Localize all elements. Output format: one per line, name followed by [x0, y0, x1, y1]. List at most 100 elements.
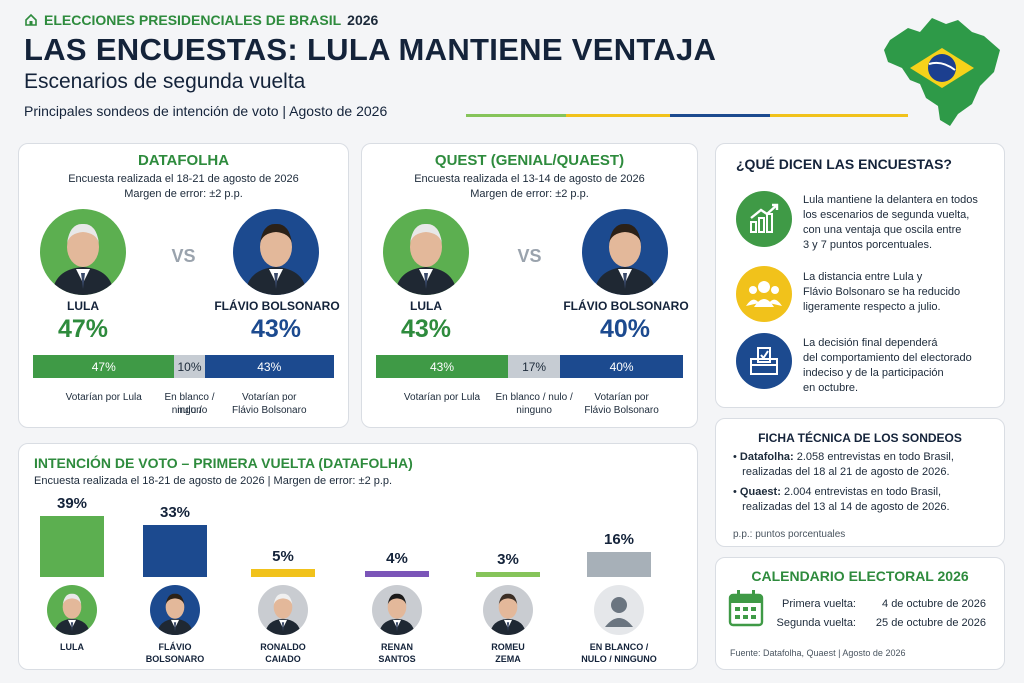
first-round-card	[18, 443, 698, 670]
candidate-name: FLÁVIO BOLSONARO	[563, 299, 689, 313]
legend-lula: Votarían por Lula	[403, 392, 481, 403]
candidate-pct: 40%	[599, 315, 651, 343]
chart-category-label: RENAN SANTOS	[342, 641, 452, 665]
ficha-item: • Datafolha: 2.058 entrevistas en todo B…	[733, 451, 954, 478]
ficha-item-bold: Quaest:	[739, 486, 781, 498]
bolsonaro-photo	[233, 209, 319, 295]
summary-line: Flávio Bolsonaro se ha reducido	[803, 286, 961, 298]
header-kicker-year: 2026	[347, 12, 379, 28]
page-subline: Principales sondeos de intención de voto…	[24, 103, 388, 119]
chart-avatar	[258, 585, 308, 635]
avatar-lula	[383, 209, 469, 295]
legend-bolsonaro: Flávio Bolsonaro	[232, 405, 307, 416]
summary-line: con una ventaja que oscila entre	[803, 224, 962, 236]
candidate-photo	[372, 585, 422, 635]
ficha-title: FICHA TÉCNICA DE LOS SONDEOS	[758, 431, 962, 445]
ballot-box-icon	[736, 333, 792, 389]
chart-avatar	[372, 585, 422, 635]
poll-margin: Margen de error: ±2 p.p.	[124, 188, 243, 200]
poll-dates: Encuesta realizada el 13-14 de agosto de…	[414, 173, 645, 185]
chart-category-label: ROMEU ZEMA	[453, 641, 563, 665]
summary-line: La decisión final dependerá	[803, 337, 938, 349]
header-kicker: ELECCIONES PRESIDENCIALES DE BRASIL 2026	[24, 12, 378, 28]
legend-blank: ninguno	[516, 405, 552, 416]
chart-category-line: FLÁVIO	[158, 642, 192, 652]
chart-avatar	[483, 585, 533, 635]
poll-title: DATAFOLHA	[137, 152, 230, 169]
ficha-item-bold: Datafolha:	[739, 451, 794, 463]
stripe-yellow-2	[770, 114, 908, 117]
chart-category-line: ZEMA	[495, 654, 521, 664]
chart-category-line: NULO / NINGUNO	[581, 654, 657, 664]
bar-segment-bolsonaro: 40%	[560, 355, 683, 378]
summary-line: del comportamiento del electorado	[803, 352, 972, 364]
candidate-photo	[47, 585, 97, 635]
chart-value-label: 5%	[272, 548, 294, 566]
chart-bar	[365, 570, 429, 577]
page-title: LAS ENCUESTAS: LULA MANTIENE VENTAJA	[24, 32, 717, 67]
poll-title: QUEST (GENIAL/QUAEST)	[434, 152, 625, 169]
summary-line: ligeramente respecto a julio.	[803, 301, 941, 313]
bar-segment-blank: 10%	[174, 355, 205, 378]
legend-blank: ninguno	[171, 405, 208, 416]
summary-text: La decisión final dependerá del comportam…	[803, 336, 998, 396]
calendar-date: 4 de octubre de 2026	[882, 598, 986, 610]
poll-dates: Encuesta realizada el 18-21 de agosto de…	[68, 173, 299, 185]
candidate-photo	[483, 585, 533, 635]
summary-text: Lula mantiene la delantera en todos los e…	[803, 193, 998, 253]
chart-bar	[40, 515, 104, 577]
chart-avatar	[150, 585, 200, 635]
summary-line: La distancia entre Lula y	[803, 271, 923, 283]
chart-category-label: LULA	[17, 641, 127, 653]
chart-category-line: LULA	[60, 642, 84, 652]
summary-line: los escenarios de segunda vuelta,	[803, 209, 970, 221]
chart-category-line: RONALDO	[260, 642, 306, 652]
bar-segment-lula: 47%	[33, 355, 175, 378]
calendar-icon	[728, 590, 764, 627]
bolsonaro-photo	[582, 209, 668, 295]
summary-line: 3 y 7 puntos porcentuales.	[803, 239, 933, 251]
legend-lula: Votarían por Lula	[65, 392, 142, 403]
lula-photo	[383, 209, 469, 295]
bar-segment-bolsonaro: 43%	[204, 355, 334, 378]
ficha-item-line: 2.004 entrevistas en todo Brasil,	[780, 486, 942, 498]
stacked-bar: 43% 17% 40%	[376, 355, 683, 378]
avatar-bolsonaro	[233, 209, 319, 295]
chart-category-line: CAIADO	[265, 654, 301, 664]
legend-blank: En blanco / nulo /	[495, 392, 573, 403]
chart-category-label: RONALDO CAIADO	[228, 641, 338, 665]
chart-up-icon	[736, 191, 792, 247]
stripe-green	[466, 114, 566, 117]
chart-bar	[143, 525, 207, 577]
stripe-yellow	[566, 114, 670, 117]
calendar-label: Primera vuelta:	[782, 598, 856, 610]
chart-category-label: FLÁVIO BOLSONARO	[120, 641, 230, 665]
candidate-photo	[150, 585, 200, 635]
ficha-item-line: realizadas del 18 al 21 de agosto de 202…	[742, 466, 950, 478]
home-icon	[25, 13, 37, 26]
lula-photo	[40, 209, 126, 295]
summary-line: Lula mantiene la delantera en todos	[803, 194, 978, 206]
chart-category-line: EN BLANCO /	[589, 642, 649, 652]
summary-text: La distancia entre Lula y Flávio Bolsonar…	[803, 270, 998, 315]
chart-avatar	[47, 585, 97, 635]
chart-category-line: RENAN	[380, 642, 413, 652]
page-subtitle: Escenarios de segunda vuelta	[24, 70, 306, 93]
calendar-title: CALENDARIO ELECTORAL 2026	[751, 568, 969, 584]
candidate-pct: 47%	[57, 315, 109, 343]
stripe-blue	[670, 114, 770, 117]
ficha-item: • Quaest: 2.004 entrevistas en todo Bras…	[733, 486, 950, 513]
first-round-subtitle: Encuesta realizada el 18-21 de agosto de…	[34, 475, 393, 487]
person-silhouette-icon	[594, 585, 644, 635]
first-round-margin: Margen de error: ±2 p.p.	[273, 475, 393, 487]
candidate-name: LULA	[67, 299, 99, 313]
calendar-date: 25 de octubre de 2026	[875, 617, 986, 629]
bar-segment-blank: 17%	[508, 355, 561, 378]
chart-bar	[587, 551, 651, 577]
legend-bolsonaro: Flávio Bolsonaro	[584, 405, 659, 416]
source-note: Fuente: Datafolha, Quaest | Agosto de 20…	[730, 648, 906, 658]
bar-segment-lula: 43%	[376, 355, 508, 378]
subline-text: Principales sondeos de intención de voto	[24, 103, 279, 119]
people-icon	[736, 266, 792, 322]
chart-category-label: EN BLANCO / NULO / NINGUNO	[564, 641, 674, 665]
